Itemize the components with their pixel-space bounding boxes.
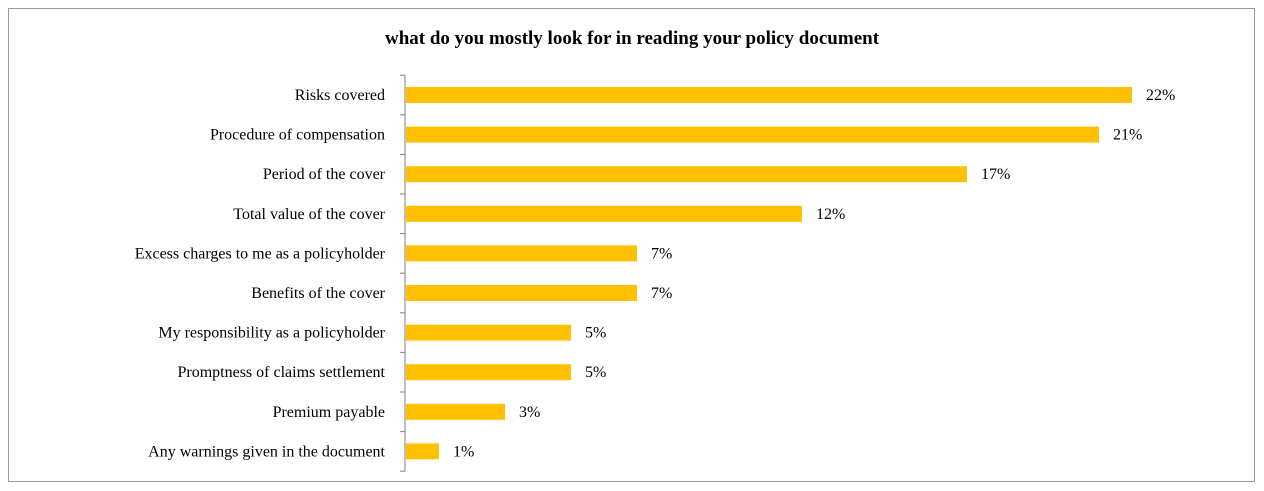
bar xyxy=(406,403,505,420)
data-label: 21% xyxy=(1113,127,1142,144)
data-label: 7% xyxy=(651,285,672,302)
bar xyxy=(406,205,802,222)
bar xyxy=(406,364,571,381)
category-label: Premium payable xyxy=(273,404,385,421)
data-label: 12% xyxy=(816,206,845,223)
chart-title: what do you mostly look for in reading y… xyxy=(384,28,880,49)
category-label: Procedure of compensation xyxy=(210,127,385,144)
data-label: 1% xyxy=(453,443,474,460)
bar xyxy=(406,324,571,341)
category-label: Risks covered xyxy=(295,87,385,104)
bar xyxy=(406,245,637,262)
data-label: 3% xyxy=(519,404,540,421)
bar xyxy=(406,87,1132,103)
data-label: 5% xyxy=(585,364,606,381)
category-label: Total value of the cover xyxy=(233,206,385,223)
data-label: 7% xyxy=(651,245,672,262)
bar xyxy=(406,285,637,301)
bar xyxy=(406,443,439,460)
category-label: My responsibility as a policyholder xyxy=(158,325,385,342)
data-label: 17% xyxy=(981,166,1010,183)
category-label: Promptness of claims settlement xyxy=(177,364,385,381)
bar xyxy=(406,166,967,183)
data-label: 22% xyxy=(1146,87,1175,104)
category-label: Period of the cover xyxy=(263,166,386,183)
data-label: 5% xyxy=(585,325,606,342)
category-label: Benefits of the cover xyxy=(251,285,385,302)
category-label: Excess charges to me as a policyholder xyxy=(135,245,386,262)
bar xyxy=(406,126,1099,143)
category-label: Any warnings given in the document xyxy=(148,443,385,460)
